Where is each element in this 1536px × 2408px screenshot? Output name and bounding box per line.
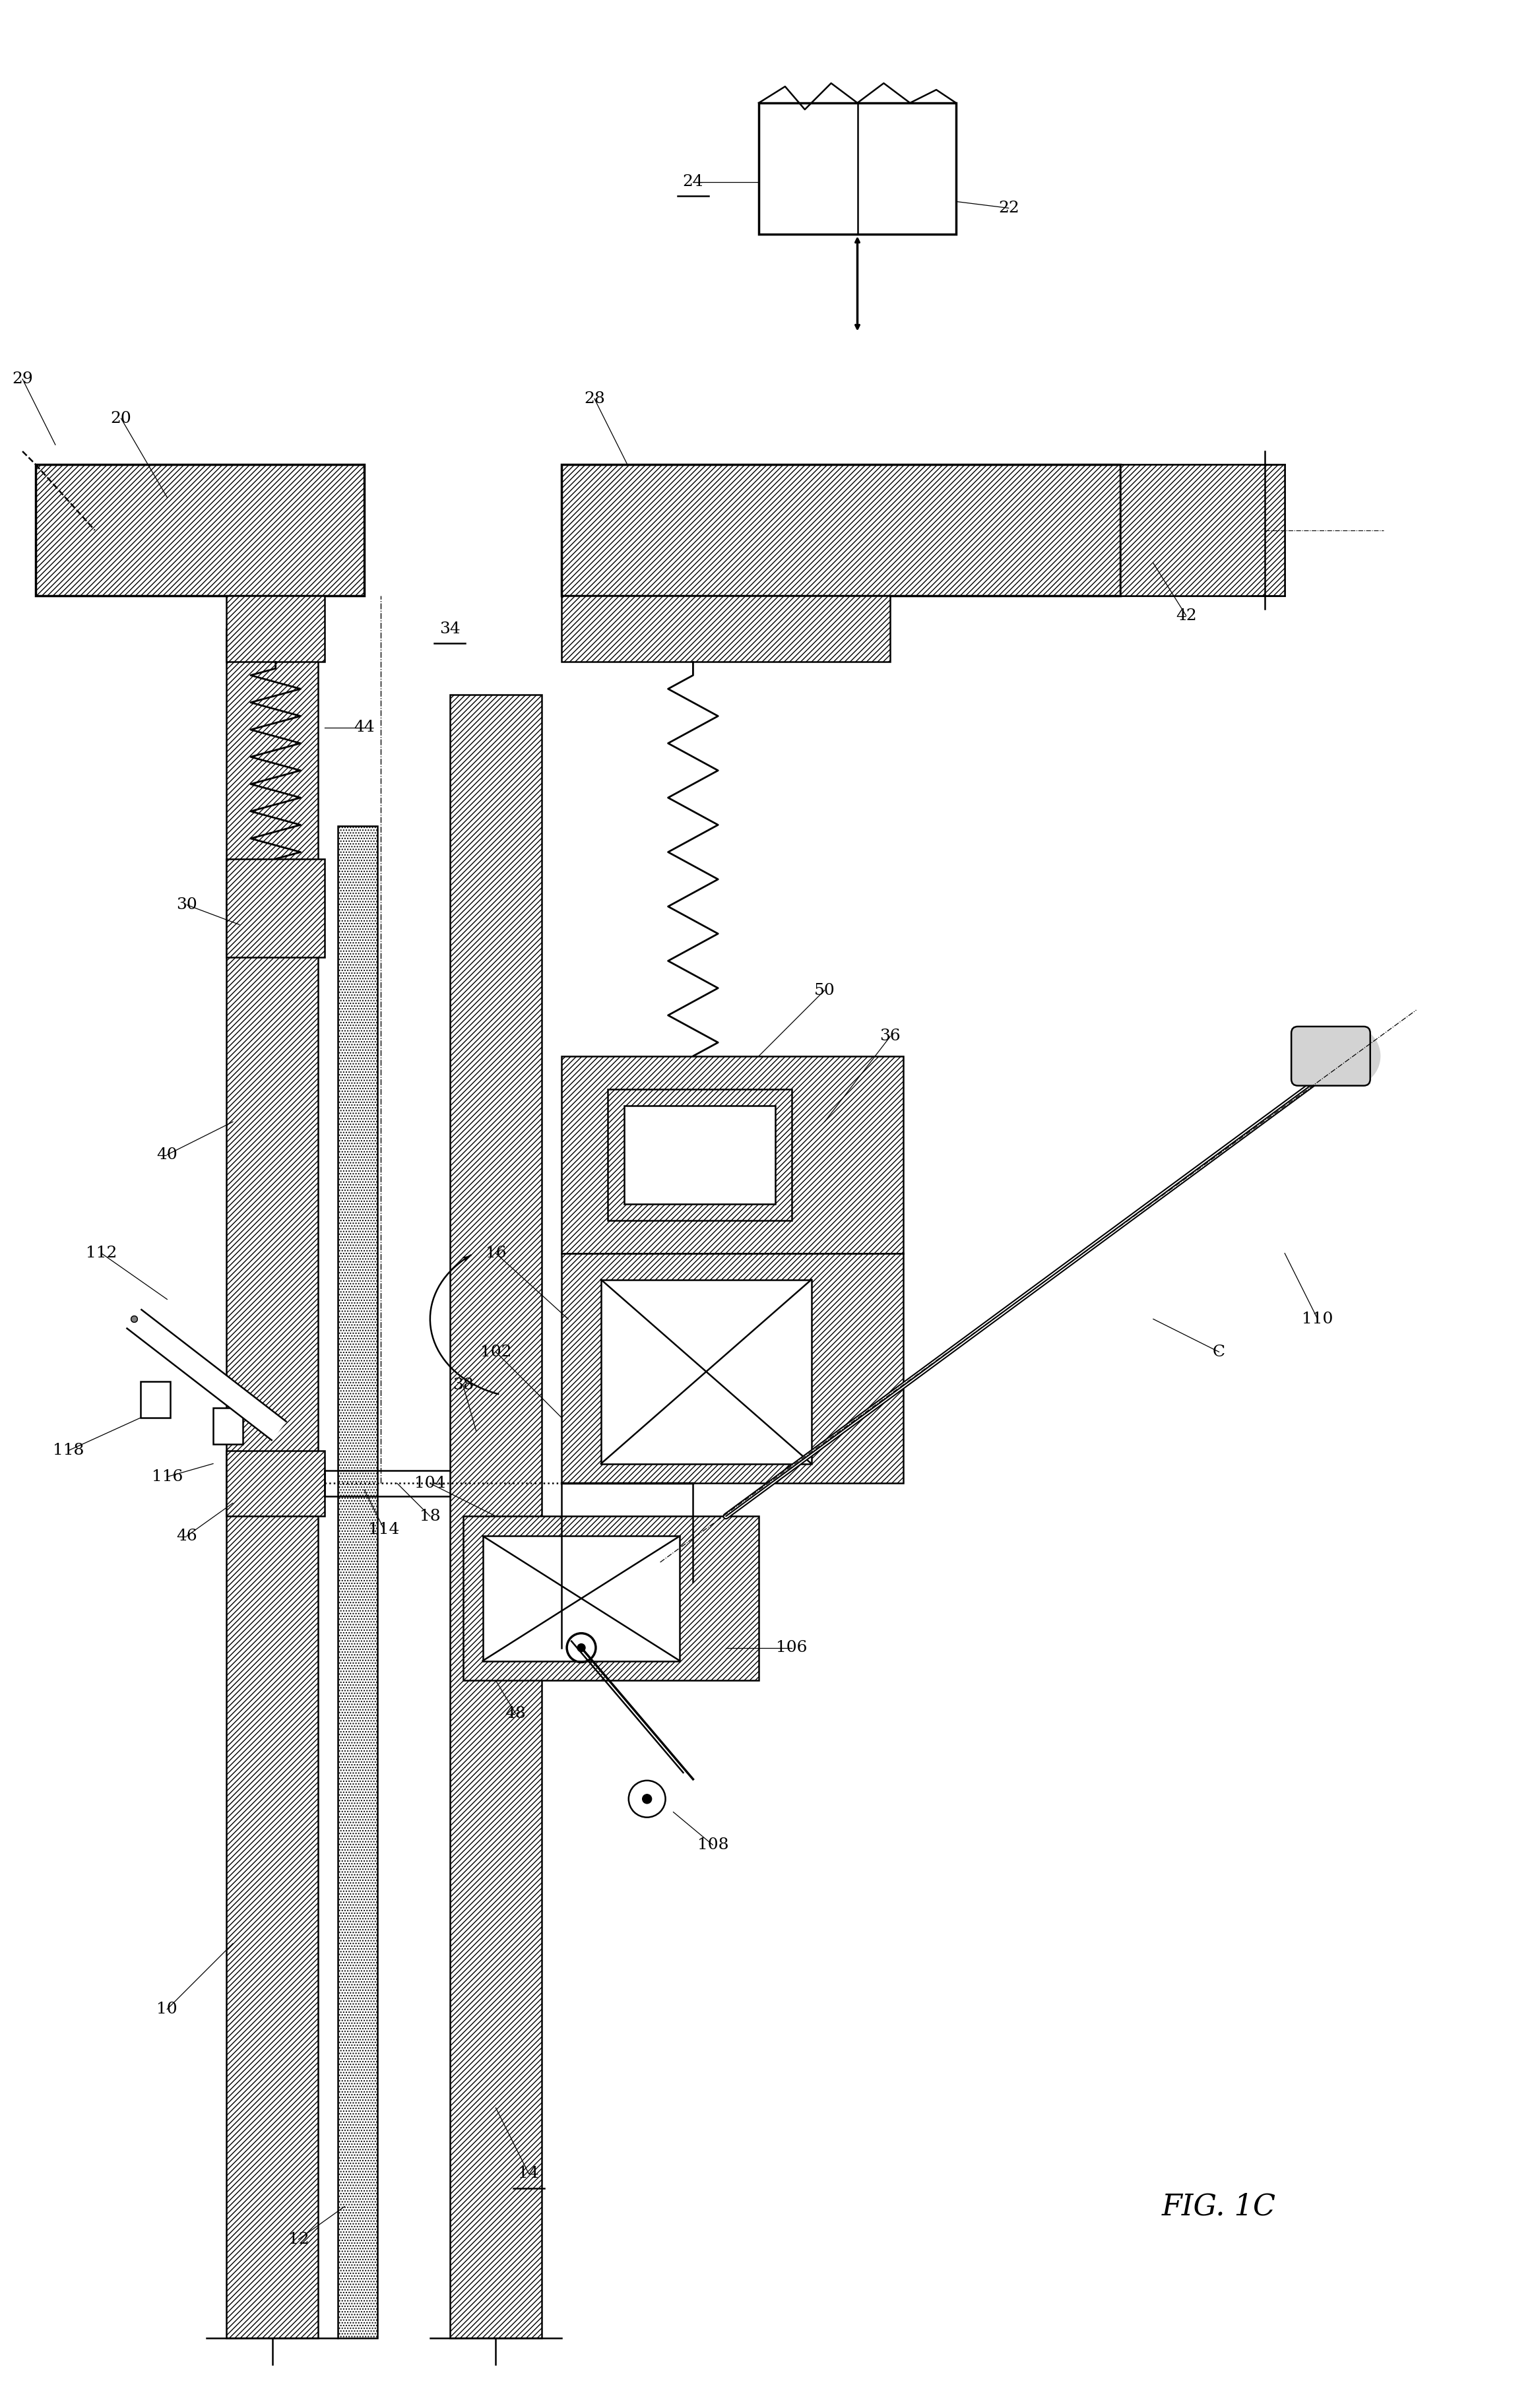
Text: 118: 118 <box>52 1442 84 1459</box>
FancyBboxPatch shape <box>1292 1026 1370 1086</box>
Bar <box>601 1279 811 1464</box>
Text: 30: 30 <box>177 898 197 913</box>
Text: 36: 36 <box>880 1028 900 1045</box>
Bar <box>35 465 364 595</box>
Text: 110: 110 <box>1303 1312 1333 1327</box>
Circle shape <box>578 1645 585 1652</box>
Bar <box>562 595 891 662</box>
Bar <box>226 628 318 2338</box>
Text: 40: 40 <box>157 1146 178 1163</box>
Bar <box>462 1517 759 1681</box>
Circle shape <box>642 1794 651 1804</box>
Text: 112: 112 <box>86 1245 117 1262</box>
Text: 18: 18 <box>419 1510 441 1524</box>
Bar <box>338 826 378 2338</box>
Text: 10: 10 <box>157 2001 178 2018</box>
Bar <box>759 104 955 234</box>
Text: 114: 114 <box>369 1522 399 1536</box>
Text: 12: 12 <box>289 2232 309 2247</box>
Bar <box>562 465 1120 595</box>
Circle shape <box>1321 1026 1379 1086</box>
Text: FIG. 1C: FIG. 1C <box>1161 2191 1276 2220</box>
Text: C: C <box>1213 1344 1226 1361</box>
Text: 50: 50 <box>814 982 836 997</box>
Bar <box>226 860 326 958</box>
Text: 29: 29 <box>12 371 32 388</box>
Bar <box>226 1450 326 1517</box>
Text: 24: 24 <box>682 173 703 190</box>
Text: 104: 104 <box>415 1476 445 1491</box>
Bar <box>482 1536 680 1662</box>
Bar <box>226 595 326 662</box>
Text: 44: 44 <box>353 720 375 734</box>
Text: 20: 20 <box>111 412 132 426</box>
Text: 16: 16 <box>485 1245 507 1262</box>
Text: 28: 28 <box>584 390 605 407</box>
Text: 46: 46 <box>177 1529 197 1544</box>
Text: 38: 38 <box>453 1377 473 1392</box>
Bar <box>1120 465 1284 595</box>
Text: 106: 106 <box>776 1640 808 1654</box>
Text: 116: 116 <box>152 1469 183 1483</box>
Bar <box>141 1382 170 1418</box>
Text: 14: 14 <box>518 2167 539 2182</box>
Text: 34: 34 <box>439 621 461 636</box>
Bar <box>608 1088 791 1221</box>
Text: 48: 48 <box>505 1705 525 1722</box>
Text: 22: 22 <box>998 200 1018 217</box>
Bar <box>562 1252 903 1483</box>
Polygon shape <box>127 1310 286 1440</box>
Text: 108: 108 <box>697 1837 728 1852</box>
Bar <box>214 1409 243 1445</box>
Text: 102: 102 <box>481 1344 511 1361</box>
Bar <box>562 1057 903 1252</box>
Bar <box>624 1105 776 1204</box>
Bar <box>450 694 542 2338</box>
Text: 42: 42 <box>1175 609 1197 624</box>
